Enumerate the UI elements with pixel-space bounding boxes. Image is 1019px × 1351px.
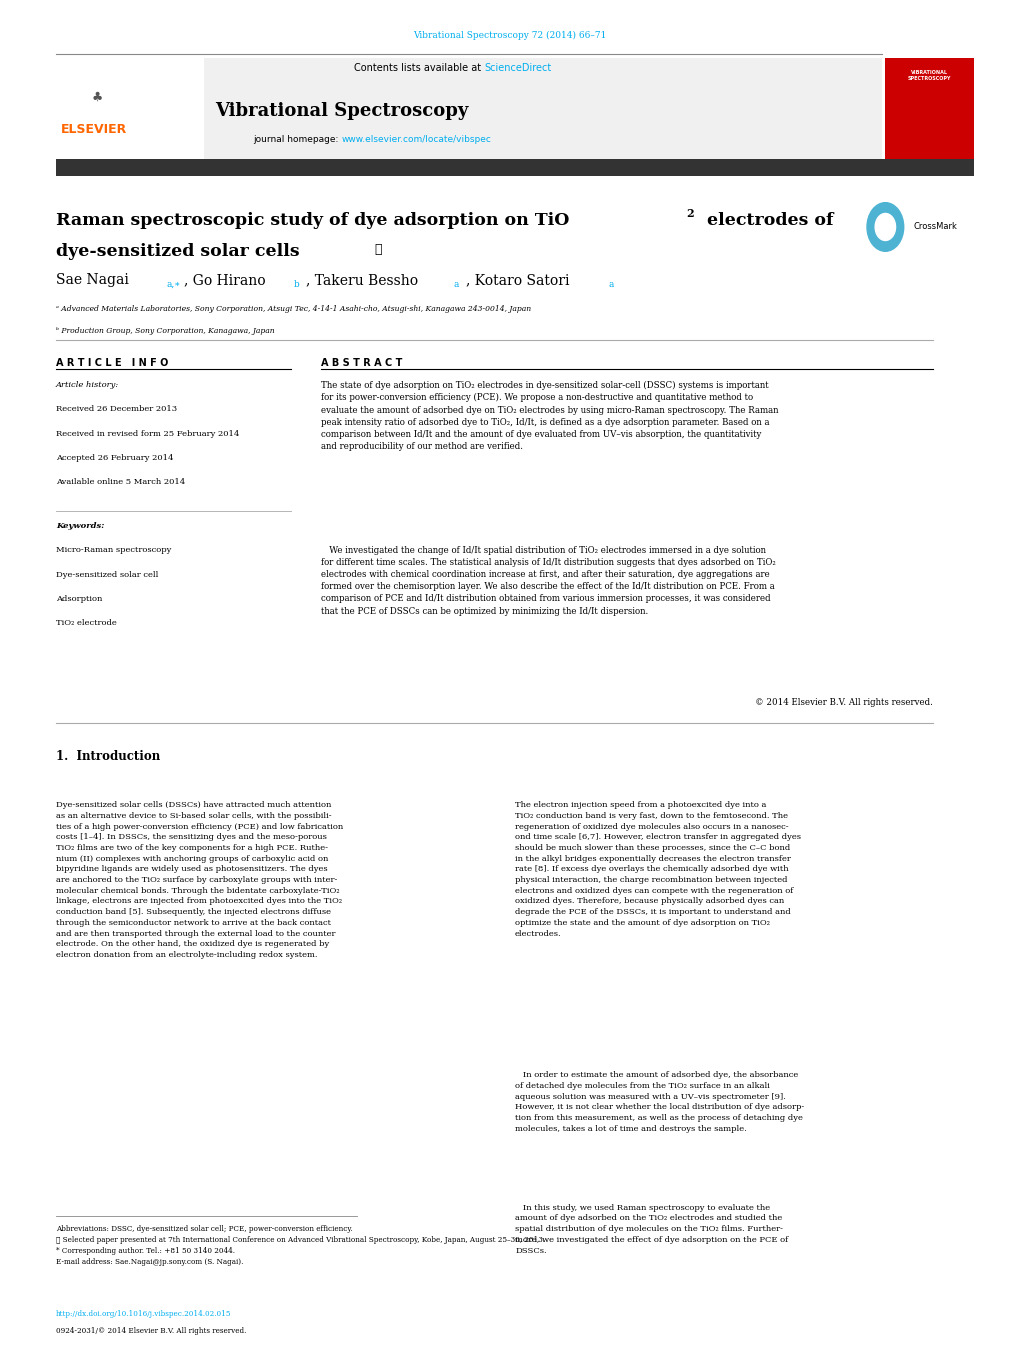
Text: Received in revised form 25 February 2014: Received in revised form 25 February 201… <box>56 430 239 438</box>
Text: , Kotaro Satori: , Kotaro Satori <box>466 273 569 286</box>
Text: electrodes of: electrodes of <box>700 212 833 230</box>
Text: CrossMark: CrossMark <box>913 223 957 231</box>
Text: * Corresponding author. Tel.: +81 50 3140 2044.: * Corresponding author. Tel.: +81 50 314… <box>56 1247 234 1255</box>
Text: We investigated the change of Id/It spatial distribution of TiO₂ electrodes imme: We investigated the change of Id/It spat… <box>321 546 775 616</box>
Text: a: a <box>608 280 613 289</box>
Text: TiO₂ electrode: TiO₂ electrode <box>56 619 117 627</box>
Text: 2: 2 <box>686 208 693 219</box>
Circle shape <box>866 203 903 251</box>
Text: Dye-sensitized solar cell: Dye-sensitized solar cell <box>56 570 158 578</box>
Text: www.elsevier.com/locate/vibspec: www.elsevier.com/locate/vibspec <box>341 135 491 143</box>
Text: E-mail address: Sae.Nagai@jp.sony.com (S. Nagai).: E-mail address: Sae.Nagai@jp.sony.com (S… <box>56 1258 244 1266</box>
Text: The state of dye adsorption on TiO₂ electrodes in dye-sensitized solar-cell (DSS: The state of dye adsorption on TiO₂ elec… <box>321 381 779 451</box>
Text: a,∗: a,∗ <box>166 280 180 289</box>
Text: b: b <box>293 280 300 289</box>
Text: dye-sensitized solar cells: dye-sensitized solar cells <box>56 243 300 261</box>
FancyBboxPatch shape <box>56 58 881 159</box>
Text: The electron injection speed from a photoexcited dye into a
TiO₂ conduction band: The electron injection speed from a phot… <box>515 801 800 938</box>
Text: ᵇ Production Group, Sony Corporation, Kanagawa, Japan: ᵇ Production Group, Sony Corporation, Ka… <box>56 327 274 335</box>
Circle shape <box>874 213 895 240</box>
Text: In this study, we used Raman spectroscopy to evaluate the
amount of dye adsorbed: In this study, we used Raman spectroscop… <box>515 1204 788 1255</box>
Text: ⋆ Selected paper presented at 7th International Conference on Advanced Vibration: ⋆ Selected paper presented at 7th Intern… <box>56 1236 544 1244</box>
Text: ⋆: ⋆ <box>374 243 381 257</box>
Text: Adsorption: Adsorption <box>56 594 102 603</box>
Text: © 2014 Elsevier B.V. All rights reserved.: © 2014 Elsevier B.V. All rights reserved… <box>755 698 932 708</box>
Text: http://dx.doi.org/10.1016/j.vibspec.2014.02.015: http://dx.doi.org/10.1016/j.vibspec.2014… <box>56 1310 231 1319</box>
Text: ScienceDirect: ScienceDirect <box>484 62 551 73</box>
FancyBboxPatch shape <box>56 58 204 159</box>
Text: Keywords:: Keywords: <box>56 521 104 530</box>
FancyBboxPatch shape <box>56 159 973 176</box>
Text: Accepted 26 February 2014: Accepted 26 February 2014 <box>56 454 173 462</box>
Text: Vibrational Spectroscopy 72 (2014) 66–71: Vibrational Spectroscopy 72 (2014) 66–71 <box>413 31 606 41</box>
Text: Abbreviations: DSSC, dye-sensitized solar cell; PCE, power-conversion efficiency: Abbreviations: DSSC, dye-sensitized sola… <box>56 1225 353 1233</box>
Text: In order to estimate the amount of adsorbed dye, the absorbance
of detached dye : In order to estimate the amount of adsor… <box>515 1071 804 1133</box>
Text: ♣: ♣ <box>91 91 103 104</box>
Text: VIBRATIONAL
SPECTROSCOPY: VIBRATIONAL SPECTROSCOPY <box>907 70 950 81</box>
Text: Sae Nagai: Sae Nagai <box>56 273 128 286</box>
Text: 0924-2031/© 2014 Elsevier B.V. All rights reserved.: 0924-2031/© 2014 Elsevier B.V. All right… <box>56 1327 247 1335</box>
Text: Available online 5 March 2014: Available online 5 March 2014 <box>56 478 185 486</box>
Text: Contents lists available at: Contents lists available at <box>354 62 484 73</box>
Text: ᵃ Advanced Materials Laboratories, Sony Corporation, Atsugi Tec, 4-14-1 Asahi-ch: ᵃ Advanced Materials Laboratories, Sony … <box>56 305 531 313</box>
Text: , Go Hirano: , Go Hirano <box>183 273 265 286</box>
Text: , Takeru Bessho: , Takeru Bessho <box>306 273 418 286</box>
Text: Micro-Raman spectroscopy: Micro-Raman spectroscopy <box>56 546 171 554</box>
Text: ELSEVIER: ELSEVIER <box>61 123 127 136</box>
Text: A R T I C L E   I N F O: A R T I C L E I N F O <box>56 358 168 367</box>
Text: A B S T R A C T: A B S T R A C T <box>321 358 403 367</box>
Text: a: a <box>453 280 459 289</box>
FancyBboxPatch shape <box>884 58 973 159</box>
Text: Dye-sensitized solar cells (DSSCs) have attracted much attention
as an alternati: Dye-sensitized solar cells (DSSCs) have … <box>56 801 343 959</box>
Text: Vibrational Spectroscopy: Vibrational Spectroscopy <box>215 101 468 120</box>
Text: 1.  Introduction: 1. Introduction <box>56 750 160 763</box>
Text: Article history:: Article history: <box>56 381 119 389</box>
Text: journal homepage:: journal homepage: <box>253 135 341 143</box>
Text: Received 26 December 2013: Received 26 December 2013 <box>56 405 177 413</box>
Text: Raman spectroscopic study of dye adsorption on TiO: Raman spectroscopic study of dye adsorpt… <box>56 212 569 230</box>
